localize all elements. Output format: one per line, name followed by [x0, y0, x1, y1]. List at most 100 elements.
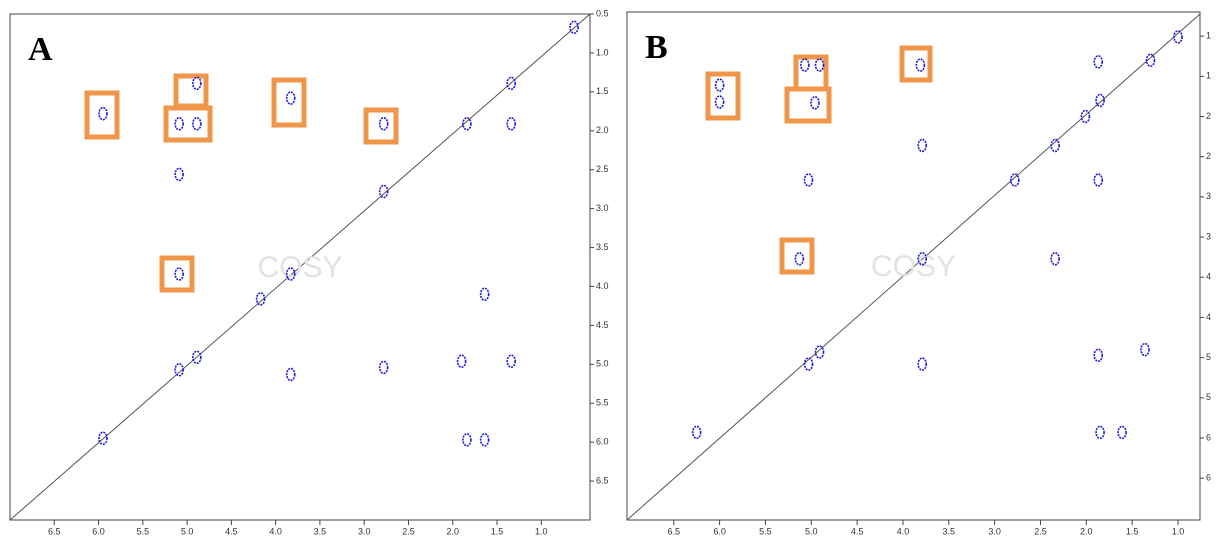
y-tick-label: 4	[1206, 312, 1211, 322]
x-tick-label: 3.0	[988, 526, 1001, 536]
y-tick-label: 2.5	[596, 164, 609, 174]
box	[84, 90, 120, 140]
cross-peak	[814, 345, 825, 359]
y-tick-label: 3	[1206, 231, 1211, 241]
cross-peak	[917, 138, 928, 153]
cross-peak	[1140, 342, 1150, 357]
cross-peak	[98, 106, 108, 121]
cross-peak	[479, 433, 490, 447]
cross-peak	[1010, 173, 1020, 187]
box	[163, 105, 213, 143]
cross-peak	[174, 362, 184, 377]
cross-peak	[714, 78, 725, 92]
x-tick-label: 2.0	[446, 526, 459, 536]
x-tick-label: 6.0	[713, 526, 726, 536]
x-tick-label: 2.5	[402, 526, 415, 536]
frame-a	[9, 13, 591, 521]
y-tick-label: 4.0	[596, 281, 609, 291]
y-tick-label: 4.5	[596, 320, 609, 330]
cross-peak	[569, 20, 579, 35]
panel-label: B	[645, 29, 668, 66]
cross-peak	[479, 287, 490, 302]
y-tick-label: 3	[1206, 191, 1211, 201]
y-tick-label: 5	[1206, 392, 1211, 402]
y-tick-label: 1	[1206, 30, 1211, 40]
x-tick-label: 5.0	[805, 526, 818, 536]
y-tick-label: 5.5	[596, 398, 609, 408]
cross-peak	[506, 116, 516, 131]
frame-b	[626, 11, 1201, 521]
y-tick-label: 1	[1206, 71, 1211, 81]
x-tick-label: 5.0	[181, 526, 194, 536]
x-tick-label: 1.0	[1172, 526, 1185, 536]
box	[271, 77, 307, 128]
x-tick-label: 1.5	[1126, 526, 1139, 536]
cross-peak	[810, 96, 820, 110]
cross-peak	[1080, 109, 1091, 124]
cross-peak	[917, 251, 928, 266]
cross-peak	[285, 367, 296, 382]
panel-label: A	[28, 31, 53, 68]
cross-peak	[378, 184, 389, 199]
box	[173, 73, 209, 109]
x-tick-label: 3.0	[358, 526, 371, 536]
box	[784, 86, 832, 124]
cross-peak	[800, 58, 810, 72]
cross-peak	[192, 350, 202, 365]
cross-peak	[506, 76, 516, 91]
cross-peak	[1145, 53, 1156, 68]
y-tick-label: 4	[1206, 272, 1211, 282]
x-tick-label: 6.5	[667, 526, 680, 536]
cross-peak	[1050, 138, 1060, 153]
x-tick-label: 3.5	[314, 526, 327, 536]
cross-peak	[378, 116, 389, 131]
cross-peak	[174, 167, 184, 182]
y-tick-label: 5	[1206, 352, 1211, 362]
y-tick-label: 6	[1206, 473, 1211, 483]
box	[793, 54, 829, 92]
y-tick-label: 1.5	[596, 86, 609, 96]
y-tick-label: 5.0	[596, 359, 609, 369]
cross-peak	[174, 267, 184, 281]
cross-peak	[378, 360, 389, 375]
x-tick-label: 4.5	[225, 526, 238, 536]
box	[899, 45, 933, 83]
x-tick-label: 2.0	[1080, 526, 1093, 536]
cross-peak	[1173, 30, 1183, 44]
cross-peak	[915, 58, 926, 72]
cross-peak	[1095, 93, 1105, 108]
cross-peak	[192, 116, 202, 131]
watermark: COSY	[871, 250, 956, 283]
x-tick-label: 6.5	[48, 526, 61, 536]
cross-peak	[1050, 251, 1060, 266]
cross-peak	[506, 354, 516, 368]
cross-peak	[803, 357, 814, 371]
box	[705, 71, 741, 121]
x-tick-label: 3.5	[943, 526, 956, 536]
cross-peak	[174, 116, 184, 131]
cross-peak	[285, 267, 296, 281]
highlight-boxes	[84, 45, 933, 293]
cross-peak	[1093, 348, 1104, 363]
cross-peak	[456, 354, 467, 368]
y-tick-label: 3.5	[596, 242, 609, 252]
cross-peak	[1095, 425, 1105, 440]
y-tick-label: 2	[1206, 151, 1211, 161]
y-tick-label: 6.0	[596, 437, 609, 447]
cross-peak	[462, 116, 472, 131]
x-tick-label: 4.0	[269, 526, 282, 536]
y-tick-label: 6	[1206, 432, 1211, 442]
box	[779, 237, 815, 275]
y-tick-label: 2.0	[596, 125, 609, 135]
y-tick-label: 1.0	[596, 47, 609, 57]
cross-peak	[917, 357, 928, 371]
cross-peak	[192, 76, 202, 91]
y-tick-label: 2	[1206, 111, 1211, 121]
cross-peak	[803, 173, 814, 187]
cross-peak	[1093, 173, 1104, 187]
cross-peak	[691, 425, 702, 440]
box	[363, 107, 399, 145]
cross-peak	[1117, 425, 1127, 440]
cross-peak	[714, 95, 725, 109]
